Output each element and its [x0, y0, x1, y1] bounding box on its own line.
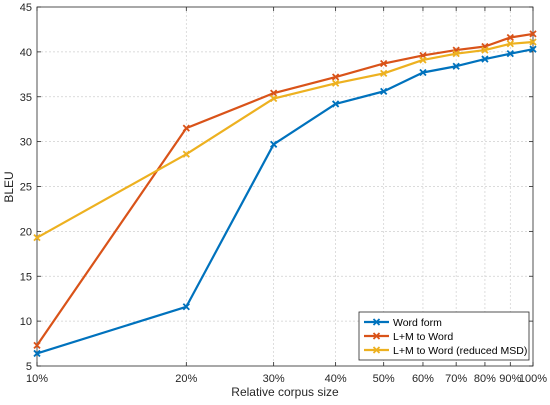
x-tick-label: 70%: [445, 373, 467, 385]
series-layer: [33, 30, 537, 358]
series-line: [36, 32, 534, 346]
data-point: [380, 59, 388, 68]
data-point: [270, 140, 278, 148]
y-tick-label: 35: [20, 92, 32, 104]
data-point: [419, 56, 427, 64]
x-tick-label: 20%: [175, 373, 197, 385]
legend-swatch-marker: [372, 318, 381, 326]
x-tick-label: 40%: [325, 373, 347, 385]
y-tick-label: 20: [20, 226, 32, 238]
series-1: [33, 45, 537, 358]
data-point: [33, 349, 41, 358]
data-point: [331, 73, 340, 81]
y-tick-label: 40: [20, 47, 32, 59]
legend-swatch-marker: [372, 332, 381, 340]
y-tick-label: 45: [20, 2, 32, 14]
axis-ticks: [36, 6, 534, 367]
data-point: [380, 87, 388, 96]
data-point: [182, 303, 190, 311]
data-point: [506, 33, 514, 42]
data-point: [419, 68, 427, 77]
x-tick-labels: 10% 20% 30% 40% 50% 60% 70% 80% 90%100%: [26, 373, 547, 385]
y-tick-label: 15: [20, 271, 32, 283]
x-axis-label: Relative corpus size: [231, 385, 339, 399]
legend-label: Word form: [393, 317, 442, 329]
data-point: [481, 46, 489, 54]
series-line: [36, 40, 534, 239]
legend-label: L+M to Word: [393, 331, 453, 343]
data-point: [506, 50, 514, 58]
data-point: [529, 45, 537, 53]
y-tick-label: 30: [20, 137, 32, 149]
series-line: [36, 48, 534, 355]
legend-swatch-marker: [372, 346, 381, 354]
data-point: [529, 38, 537, 46]
data-point: [506, 40, 514, 48]
data-point: [331, 79, 340, 87]
series-2: [33, 30, 537, 349]
y-axis-label: BLEU: [2, 171, 16, 202]
x-tick-label: 10%: [26, 373, 48, 385]
series-3: [33, 38, 537, 242]
data-point: [452, 62, 460, 70]
x-tick-label: 80%: [474, 373, 496, 385]
data-point: [182, 150, 190, 158]
data-point: [380, 69, 388, 78]
x-tick-label: 100%: [519, 373, 547, 385]
data-point: [529, 30, 537, 38]
y-tick-labels: 5 10 15 20 25 30 35 40 45: [20, 2, 32, 373]
data-point: [33, 234, 41, 242]
data-point: [331, 100, 340, 108]
data-point: [33, 341, 41, 349]
y-tick-label: 10: [20, 316, 32, 328]
data-point: [452, 50, 460, 58]
data-point: [481, 55, 489, 63]
legend: Word form L+M to Word L+M to Word (reduced…: [358, 311, 530, 361]
x-tick-label: 30%: [263, 373, 285, 385]
x-tick-label: 50%: [373, 373, 395, 385]
data-point: [182, 124, 190, 132]
y-tick-label: 5: [26, 361, 32, 373]
data-point: [270, 94, 278, 103]
legend-label: L+M to Word (reduced MSD): [393, 345, 527, 357]
y-tick-label: 25: [20, 182, 32, 194]
data-point: [270, 89, 278, 97]
x-tick-label: 60%: [412, 373, 434, 385]
x-tick-label: 90%: [499, 373, 521, 385]
